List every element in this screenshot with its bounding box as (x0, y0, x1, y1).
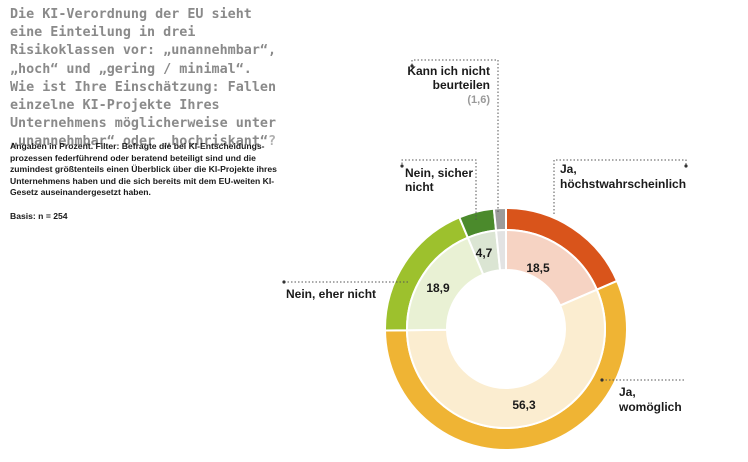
value-label-nein-sicher: 4,7 (476, 246, 493, 260)
leader-dot (600, 378, 604, 382)
sample-basis: Basis: n = 254 (10, 211, 68, 221)
leader-nein-sicher (401, 159, 477, 220)
value-label-nein-eher: 18,9 (426, 281, 450, 295)
leader-ja-hoechst (553, 159, 687, 214)
label-kann-nicht-1: Kann ich nicht (407, 64, 490, 78)
label-ja-womoeglich-1: Ja, (619, 385, 636, 399)
chart-subtitle: Angaben in Prozent. Filter: Befragte die… (10, 141, 277, 198)
label-kann-nicht-2: beurteilen (433, 78, 490, 92)
label-nein-sicher-2: nicht (405, 180, 434, 194)
label-ja-hoechst-1: Ja, (560, 162, 577, 176)
leader-dot (282, 280, 286, 284)
inner-ring (405, 228, 606, 429)
leader-dot (684, 164, 688, 168)
headline-question-mark: ? (267, 134, 277, 150)
leader-lines (284, 59, 687, 381)
outer-slice-kann-ich-nicht-beurteilen (492, 206, 507, 232)
label-ja-hoechst-2: höchstwahrscheinlich (560, 177, 686, 191)
label-nein-sicher-1: Nein, sicher (405, 166, 473, 180)
label-ja-womoeglich-2: womöglich (618, 400, 682, 414)
value-label-ja-womoeglich: 56,3 (512, 398, 536, 412)
value-labels: 18,5 56,3 18,9 4,7 (426, 246, 550, 412)
donut-hole (447, 270, 565, 388)
leader-dot (400, 164, 404, 168)
leader-dots (282, 64, 688, 382)
leader-dot (410, 64, 414, 68)
label-kann-nicht-3: (1,6) (467, 94, 490, 106)
chart-headline: Die KI-Verordnung der EU sieht eine Eint… (10, 6, 280, 152)
label-nein-eher: Nein, eher nicht (286, 287, 376, 301)
value-label-ja-hoechst: 18,5 (526, 261, 550, 275)
headline-text: Die KI-Verordnung der EU sieht eine Eint… (10, 7, 277, 150)
category-labels: Ja, höchstwahrscheinlich Ja, womöglich N… (286, 64, 686, 414)
